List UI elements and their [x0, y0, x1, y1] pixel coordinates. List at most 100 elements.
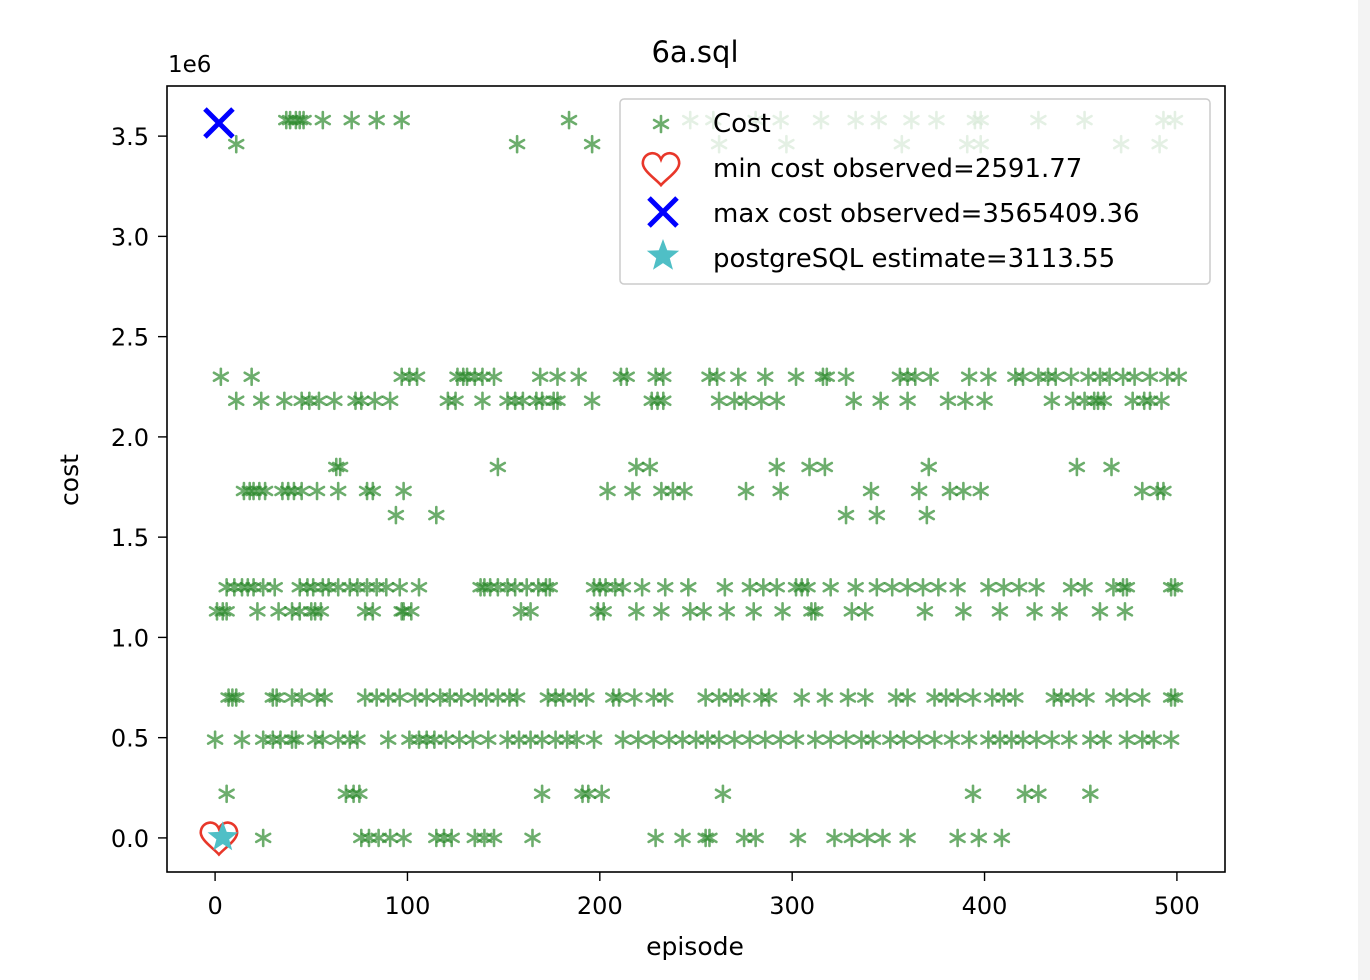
cost-point [630, 730, 647, 749]
cost-point [395, 602, 412, 621]
cost-point [1118, 577, 1136, 597]
cost-point [1153, 391, 1170, 411]
cost-point [295, 110, 312, 130]
cost-point [710, 730, 728, 749]
plot-frame [166, 85, 1226, 873]
cost-point [272, 730, 289, 749]
cost-point [768, 457, 786, 477]
cost-point [955, 602, 972, 621]
cost-point [862, 481, 880, 501]
cost-point [426, 730, 443, 749]
cost-point [741, 730, 759, 749]
cost-point [1007, 688, 1024, 707]
cost-point [868, 577, 886, 597]
cost-point [343, 110, 360, 130]
cost-point [308, 481, 326, 501]
cost-point [228, 391, 245, 411]
cost-point [595, 602, 612, 621]
cost-point [566, 688, 584, 707]
legend-heart-icon [641, 151, 681, 188]
cost-point [506, 577, 524, 597]
x-tick-label: 400 [962, 892, 1008, 920]
cost-point [858, 828, 876, 848]
cost-point [664, 481, 682, 501]
legend-label-pg: postgreSQL estimate=3113.55 [713, 244, 1115, 274]
cost-point [737, 391, 755, 411]
cost-point [760, 688, 778, 707]
legend-box [619, 98, 1211, 285]
cost-point [364, 481, 382, 501]
cost-point [228, 688, 245, 707]
cost-point [716, 577, 734, 597]
legend-x-icon [647, 196, 679, 228]
cost-point [212, 367, 230, 387]
cost-point [1064, 688, 1082, 707]
cost-point [206, 730, 224, 749]
cost-point [1076, 391, 1093, 411]
cost-point [1007, 367, 1024, 387]
heart-icon [641, 151, 681, 188]
cost-point [249, 602, 266, 621]
cost-point [964, 688, 982, 707]
cost-point [283, 688, 301, 707]
cost-point [656, 577, 674, 597]
cost-point [401, 730, 418, 749]
cost-point [1068, 457, 1086, 477]
cost-point [993, 828, 1011, 848]
cost-point [1051, 602, 1068, 621]
cost-point [428, 828, 445, 848]
cost-point [1014, 730, 1032, 749]
cost-point [1134, 481, 1151, 501]
cost-point [331, 457, 349, 477]
cost-point [726, 730, 743, 749]
cost-point [701, 367, 718, 387]
cost-point [547, 730, 564, 749]
cost-point [645, 730, 662, 749]
cost-point [839, 688, 857, 707]
cost-point [489, 688, 507, 707]
cost-point [583, 391, 601, 411]
cost-point [310, 391, 328, 411]
cost-point [391, 688, 408, 707]
cost-point [939, 391, 957, 411]
x-tick-label: 300 [769, 892, 815, 920]
cost-point [522, 602, 539, 621]
cost-point [329, 730, 347, 749]
cost-point [349, 730, 366, 749]
cost-point [801, 457, 818, 477]
cost-point [660, 730, 678, 749]
cost-point [489, 577, 507, 597]
cost-point [995, 688, 1013, 707]
cost-point [653, 481, 670, 501]
cost-point [510, 730, 528, 749]
cost-point [970, 828, 988, 848]
cost-point [368, 110, 385, 130]
cost-point [476, 828, 493, 848]
cost-point [228, 134, 245, 154]
cost-point [254, 577, 272, 597]
cost-point [418, 688, 435, 707]
cost-point [735, 828, 753, 848]
cost-point [991, 602, 1009, 621]
cost-point [1080, 367, 1097, 387]
cost-point [1026, 602, 1043, 621]
cost-point [337, 784, 355, 804]
cost-point [787, 367, 805, 387]
cost-point [641, 457, 659, 477]
cost-point [1064, 391, 1082, 411]
cost-point [356, 602, 374, 621]
cost-point [710, 688, 728, 707]
y-tick-label: 1.0 [111, 624, 149, 652]
x-axis-ticks: 0 100 200 300 400 500 [207, 872, 1200, 920]
cost-point [955, 481, 972, 501]
cost-point [843, 828, 861, 848]
cost-point [293, 391, 310, 411]
cost-point [218, 602, 235, 621]
cost-point [393, 110, 410, 130]
cost-point [474, 391, 491, 411]
cost-point [826, 828, 843, 848]
cost-point [1010, 577, 1028, 597]
cost-point [514, 391, 532, 411]
cost-point [837, 367, 855, 387]
cost-point [799, 577, 816, 597]
